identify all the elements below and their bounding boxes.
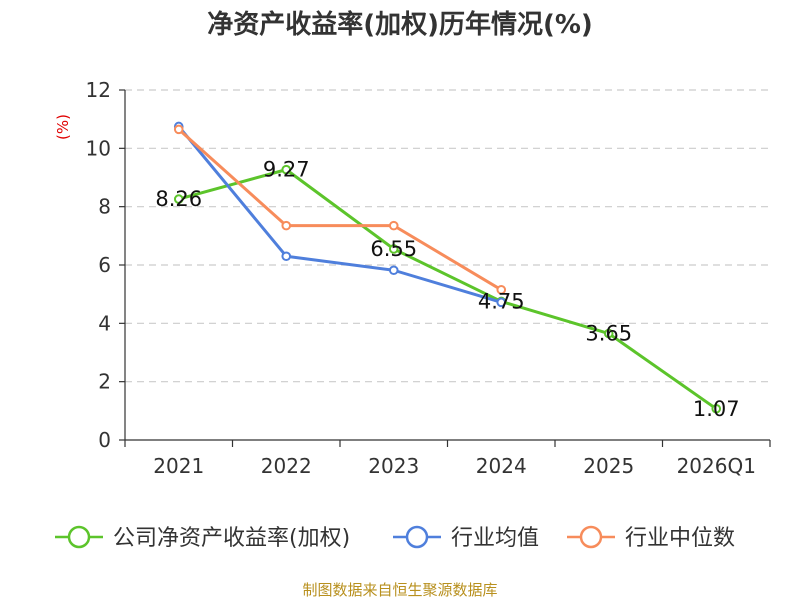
data-label: 1.07 [693, 397, 740, 421]
legend-swatch-marker [67, 525, 91, 549]
data-label: 4.75 [478, 289, 525, 313]
data-point[interactable] [496, 297, 507, 308]
data-point[interactable] [496, 284, 507, 295]
data-point[interactable] [173, 124, 184, 135]
legend-item-2[interactable]: 行业中位数 [567, 525, 735, 551]
legend-item-0[interactable]: 公司净资产收益率(加权) [55, 525, 350, 551]
legend[interactable]: 公司净资产收益率(加权) 行业均值 行业中位数 [55, 525, 735, 551]
y-tick-label: 12 [86, 78, 111, 102]
axes: 0 2 4 6 8 10 12 2021 2022 2023 2024 2025 2026Q1 [86, 78, 771, 478]
data-point[interactable] [281, 164, 292, 175]
series-lines [173, 121, 722, 414]
data-point[interactable] [388, 220, 399, 231]
data-labels: 8.26 9.27 6.55 4.75 3.65 1.07 [155, 158, 739, 421]
legend-swatch-marker [405, 525, 429, 549]
chart-title: 净资产收益率(加权)历年情况(%) [207, 9, 593, 40]
y-tick-label: 0 [98, 428, 111, 452]
legend-item-1[interactable]: 行业均值 [393, 525, 539, 551]
x-tick-label: 2024 [476, 454, 527, 478]
y-tick-label: 6 [98, 253, 111, 277]
y-tick-label: 2 [98, 370, 111, 394]
data-point[interactable] [603, 328, 614, 339]
data-point[interactable] [281, 220, 292, 231]
series-line-0 [178, 168, 718, 411]
data-label: 9.27 [263, 158, 310, 182]
x-tick-label: 2025 [583, 454, 634, 478]
series-line-1 [177, 125, 502, 304]
x-tick-label: 2021 [153, 454, 204, 478]
y-axis-unit-label: (%) [54, 114, 72, 140]
data-point[interactable] [388, 265, 399, 276]
legend-label: 公司净资产收益率(加权) [113, 526, 350, 551]
x-tick-label: 2023 [368, 454, 419, 478]
y-tick-label: 4 [98, 311, 111, 335]
x-tick-label: 2022 [261, 454, 312, 478]
data-point[interactable] [711, 403, 722, 414]
data-point[interactable] [173, 194, 184, 204]
grid-lines [125, 89, 770, 383]
data-label: 6.55 [370, 237, 417, 261]
data-point[interactable] [388, 244, 399, 254]
source-note: 制图数据来自恒生聚源数据库 [302, 581, 497, 599]
legend-swatch-marker [579, 525, 603, 549]
legend-label: 行业均值 [451, 526, 539, 551]
data-point[interactable] [281, 251, 292, 262]
legend-label: 行业中位数 [625, 526, 735, 551]
data-label: 3.65 [585, 322, 632, 346]
series-line-2 [177, 128, 503, 292]
data-label: 8.26 [155, 187, 202, 211]
x-tick-label: 2026Q1 [677, 454, 756, 478]
y-tick-label: 8 [98, 195, 111, 219]
y-tick-label: 10 [86, 136, 111, 160]
